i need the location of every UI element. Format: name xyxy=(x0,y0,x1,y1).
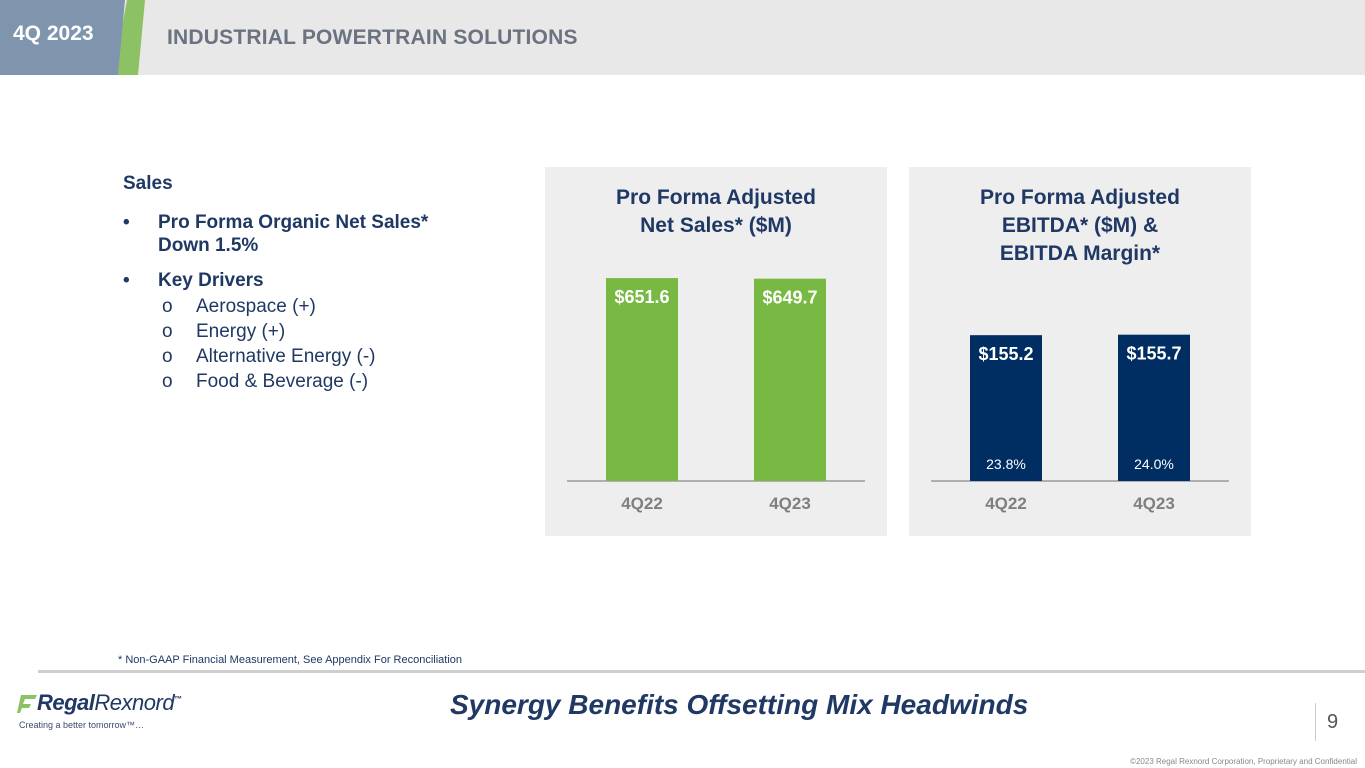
driver-text: Energy (+) xyxy=(196,321,286,342)
driver-item: o Aerospace (+) xyxy=(123,294,503,319)
net-sales-bar-chart: $651.6 4Q22 $649.7 4Q23 xyxy=(567,278,865,513)
logo-trademark: ™ xyxy=(174,694,182,704)
driver-item: o Alternative Energy (-) xyxy=(123,344,503,369)
chart-title-line: EBITDA Margin* xyxy=(999,242,1161,265)
sub-bullet-marker: o xyxy=(162,321,173,342)
x-tick-label: 4Q23 xyxy=(1133,494,1175,513)
bar-4q23 xyxy=(754,278,826,481)
bullet-text: Pro Forma Organic Net Sales* xyxy=(158,212,429,233)
copyright-notice: ©2023 Regal Rexnord Corporation, Proprie… xyxy=(1130,757,1357,766)
bullet-marker: • xyxy=(123,270,130,291)
x-tick-label: 4Q23 xyxy=(769,494,811,513)
driver-text: Food & Beverage (-) xyxy=(196,371,369,392)
logo-word-rexnord: Rexnord xyxy=(94,690,175,715)
sub-bullet-marker: o xyxy=(162,296,173,317)
driver-text: Alternative Energy (-) xyxy=(196,346,376,367)
driver-item: o Food & Beverage (-) xyxy=(123,369,503,394)
header-bar: 4Q 2023 INDUSTRIAL POWERTRAIN SOLUTIONS xyxy=(0,0,1365,75)
bar-4q22 xyxy=(970,335,1042,481)
page-number: 9 xyxy=(1327,711,1339,733)
x-tick-label: 4Q22 xyxy=(985,494,1027,513)
footnote: * Non-GAAP Financial Measurement, See Ap… xyxy=(118,654,463,666)
bullet-organic-sales: • Pro Forma Organic Net Sales* Down 1.5% xyxy=(123,211,503,257)
net-sales-chart-panel: Pro Forma Adjusted Net Sales* ($M) $651.… xyxy=(545,167,887,536)
bar-value-label: $651.6 xyxy=(614,287,669,307)
sales-summary: Sales • Pro Forma Organic Net Sales* Dow… xyxy=(123,173,503,394)
bullet-text-cont: Down 1.5% xyxy=(158,235,259,256)
logo-word-regal: Regal xyxy=(37,690,95,715)
quarter-label: 4Q 2023 xyxy=(13,22,94,45)
ebitda-chart-panel: Pro Forma Adjusted EBITDA* ($M) & EBITDA… xyxy=(909,167,1251,536)
page-number-divider xyxy=(1315,703,1316,741)
sub-bullet-marker: o xyxy=(162,346,173,367)
ebitda-bar-chart: $155.2 23.8% 4Q22 $155.7 24.0% 4Q23 xyxy=(931,334,1229,513)
footer-divider xyxy=(38,670,1365,673)
driver-text: Aerospace (+) xyxy=(196,296,316,317)
slide-headline: Synergy Benefits Offsetting Mix Headwind… xyxy=(450,689,1029,720)
driver-item: o Energy (+) xyxy=(123,319,503,344)
page-title: INDUSTRIAL POWERTRAIN SOLUTIONS xyxy=(167,26,578,49)
sub-bullet-marker: o xyxy=(162,371,173,392)
bar-4q23 xyxy=(1118,334,1190,481)
quarter-tab xyxy=(0,0,125,75)
bullet-marker: • xyxy=(123,212,130,233)
bullet-key-drivers: • Key Drivers xyxy=(123,269,503,292)
x-tick-label: 4Q22 xyxy=(621,494,663,513)
sales-heading: Sales xyxy=(123,173,173,194)
margin-label: 23.8% xyxy=(986,456,1026,472)
chart-title-line: EBITDA* ($M) & xyxy=(1001,214,1159,237)
ebitda-chart-title: Pro Forma Adjusted EBITDA* ($M) & EBITDA… xyxy=(909,184,1251,268)
logo-mark-icon xyxy=(17,695,37,713)
bar-4q22 xyxy=(606,278,678,481)
logo-wordmark: RegalRexnord™ xyxy=(37,690,182,716)
chart-title-line: Pro Forma Adjusted xyxy=(616,186,816,209)
chart-title-line: Pro Forma Adjusted xyxy=(980,186,1180,209)
bar-value-label: $155.2 xyxy=(978,344,1033,364)
bar-value-label: $649.7 xyxy=(762,288,817,308)
bullet-text: Key Drivers xyxy=(158,270,264,291)
net-sales-chart-title: Pro Forma Adjusted Net Sales* ($M) xyxy=(545,184,887,240)
chart-title-line: Net Sales* ($M) xyxy=(640,214,792,237)
logo-tagline: Creating a better tomorrow™… xyxy=(19,720,145,730)
margin-label: 24.0% xyxy=(1134,456,1174,472)
bar-value-label: $155.7 xyxy=(1126,344,1181,364)
